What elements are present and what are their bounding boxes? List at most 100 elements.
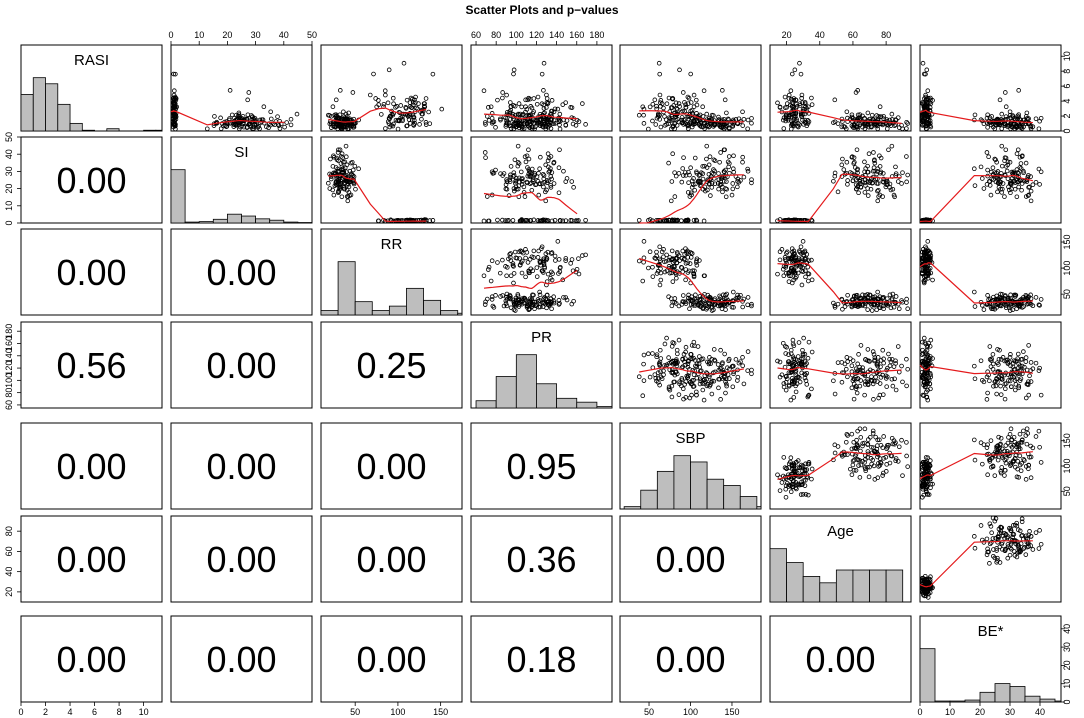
scatter-point: [904, 126, 909, 131]
scatter-point: [928, 255, 933, 261]
scatter-point: [989, 114, 994, 119]
x-tick-label: 6: [92, 707, 97, 717]
scatter-point: [1033, 434, 1039, 439]
scatter-point: [530, 111, 536, 116]
scatter-point: [843, 366, 849, 372]
scatter-point: [740, 159, 745, 165]
lowess-line: [328, 107, 427, 123]
scatter-point: [720, 88, 725, 93]
histogram-bar: [949, 700, 966, 703]
scatter-point: [557, 126, 563, 132]
scatter-point: [1017, 378, 1023, 383]
scatter-point: [727, 126, 732, 132]
panel-frame: [919, 228, 1062, 316]
scatter-point: [874, 122, 880, 127]
scatter-point: [707, 372, 713, 378]
scatter-point: [999, 292, 1005, 297]
scatter-point: [922, 476, 928, 482]
scatter-point: [844, 109, 850, 115]
scatter-point: [791, 362, 797, 367]
scatter-point: [717, 376, 722, 382]
scatter-point: [865, 193, 871, 198]
scatter-point: [671, 341, 677, 346]
scatter-point: [887, 450, 892, 456]
scatter-point: [727, 161, 732, 166]
scatter-point: [515, 292, 521, 297]
scatter-point: [869, 378, 875, 384]
scatter-point: [727, 299, 732, 305]
scatter-point: [920, 256, 925, 261]
panel-r2-c5: [769, 228, 912, 316]
scatter-point: [745, 302, 750, 308]
scatter-point: [571, 298, 576, 304]
p-value: 0.00: [655, 639, 725, 680]
scatter-point: [556, 257, 562, 262]
panel-r3-c3: PR: [470, 321, 613, 409]
panel-r5-c1: 0.00: [170, 515, 313, 603]
histogram-bar: [32, 77, 46, 132]
x-tick-label: 30: [1005, 707, 1015, 717]
scatter-point: [341, 185, 346, 190]
scatter-point: [849, 112, 855, 118]
scatter-point: [749, 180, 754, 186]
scatter-point: [893, 456, 899, 461]
scatter-point: [674, 256, 680, 261]
scatter-point: [863, 177, 868, 183]
scatter-point: [863, 183, 868, 188]
scatter-point: [1036, 428, 1042, 434]
scatter-point: [869, 118, 874, 124]
scatter-point: [928, 257, 933, 263]
scatter-point: [687, 172, 692, 178]
lowess-line: [919, 262, 1033, 304]
panel-frame: [619, 136, 762, 224]
scatter-point: [675, 351, 680, 357]
scatter-point: [662, 269, 668, 275]
scatter-point: [1025, 382, 1031, 388]
y-tick-label: 60: [4, 546, 14, 556]
scatter-point: [874, 307, 879, 313]
scatter-point: [920, 339, 925, 345]
scatter-point: [850, 124, 856, 130]
scatter-point: [862, 426, 868, 432]
histogram-bar: [423, 299, 442, 316]
scatter-point: [987, 183, 993, 188]
panel-frame: [170, 44, 313, 132]
scatter-point: [1002, 121, 1007, 126]
scatter-point: [783, 258, 789, 264]
scatter-point: [995, 555, 1000, 561]
scatter-point: [802, 256, 808, 262]
scatter-point: [865, 163, 870, 169]
scatter-point: [709, 308, 715, 313]
scatter-point: [843, 439, 849, 445]
scatter-point: [893, 387, 899, 393]
scatter-point: [788, 455, 794, 461]
scatter-point: [508, 258, 514, 263]
scatter-point: [326, 112, 331, 118]
scatter-point: [709, 112, 715, 118]
scatter-point: [993, 302, 998, 308]
scatter-point: [686, 122, 691, 128]
scatter-point: [992, 518, 998, 524]
scatter-point: [171, 96, 177, 101]
scatter-point: [529, 254, 535, 260]
p-value: 0.00: [206, 446, 276, 487]
scatter-point: [641, 352, 647, 358]
scatter-point: [725, 116, 731, 122]
scatter-point: [673, 100, 679, 106]
scatter-point: [391, 121, 396, 127]
scatter-point: [985, 390, 990, 396]
scatter-point: [1007, 109, 1013, 115]
scatter-point: [804, 106, 809, 111]
scatter-point: [551, 300, 557, 306]
scatter-point: [890, 383, 896, 389]
scatter-point: [1014, 151, 1020, 157]
scatter-point: [727, 170, 732, 176]
x-tick-label: 20: [975, 707, 985, 717]
scatter-point: [507, 292, 513, 298]
scatter-point: [544, 105, 549, 110]
y-tick-label: 180: [4, 324, 14, 339]
scatter-point: [708, 295, 713, 300]
scatter-point: [858, 185, 864, 190]
scatter-point: [702, 163, 707, 169]
scatter-point: [669, 248, 675, 254]
